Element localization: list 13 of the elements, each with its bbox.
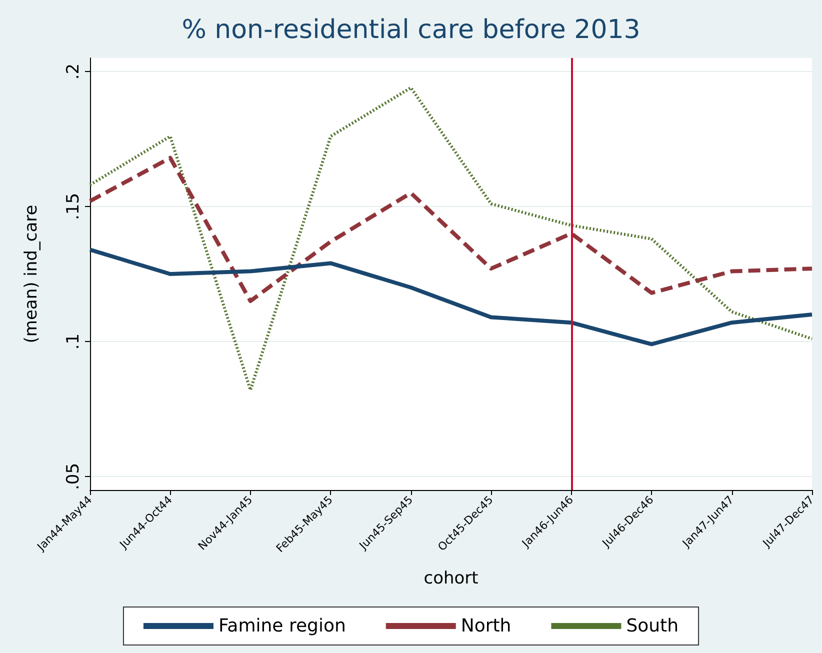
legend-label: South xyxy=(626,616,679,636)
y-tick-label: .15 xyxy=(64,192,84,220)
chart-title: % non-residential care before 2013 xyxy=(182,15,640,45)
legend-label: Famine region xyxy=(218,616,346,636)
y-axis-title: (mean) ind_care xyxy=(22,204,42,344)
legend-label: North xyxy=(460,616,512,636)
y-tick-label: .05 xyxy=(64,462,84,490)
y-tick-label: .1 xyxy=(64,333,84,350)
line-series xyxy=(88,156,814,303)
line-series xyxy=(88,86,814,392)
line-series xyxy=(88,248,814,346)
x-axis-title: cohort xyxy=(424,568,479,588)
y-tick-label: .2 xyxy=(64,63,84,80)
